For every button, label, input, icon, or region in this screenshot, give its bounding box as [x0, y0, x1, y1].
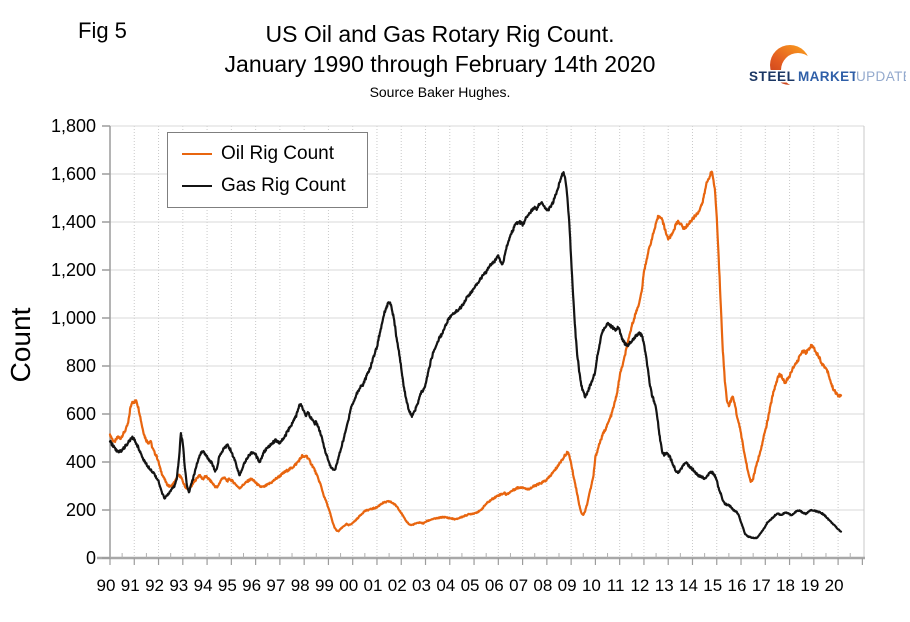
svg-text:03: 03: [412, 576, 431, 595]
legend-item-gas: Gas Rig Count: [182, 175, 367, 197]
legend-item-oil: Oil Rig Count: [182, 143, 367, 165]
smu-logo-update-text: UPDATE: [856, 69, 906, 84]
y-axis-title: Count: [5, 307, 36, 383]
svg-text:97: 97: [266, 576, 285, 595]
svg-text:1,200: 1,200: [51, 260, 96, 280]
svg-text:12: 12: [630, 576, 649, 595]
svg-text:99: 99: [315, 576, 334, 595]
svg-text:15: 15: [703, 576, 722, 595]
svg-text:18: 18: [776, 576, 795, 595]
svg-text:19: 19: [800, 576, 819, 595]
x-axis-tick-labels: 90 91 92 93 94 95 96 97 98 99 00 01 02 03 04 05 06 07 08 09…: [97, 576, 844, 595]
svg-text:96: 96: [242, 576, 261, 595]
horizontal-gridlines: [110, 125, 864, 511]
svg-text:92: 92: [145, 576, 164, 595]
gas-series-line: [108, 171, 843, 540]
svg-text:95: 95: [218, 576, 237, 595]
svg-text:01: 01: [364, 576, 383, 595]
svg-text:600: 600: [66, 404, 96, 424]
svg-text:93: 93: [169, 576, 188, 595]
svg-text:11: 11: [607, 576, 625, 595]
svg-text:00: 00: [339, 576, 358, 595]
svg-text:04: 04: [436, 576, 455, 595]
gas-legend-label: Gas Rig Count: [221, 175, 346, 196]
svg-text:07: 07: [509, 576, 528, 595]
svg-text:91: 91: [121, 576, 140, 595]
svg-text:98: 98: [291, 576, 310, 595]
svg-text:13: 13: [655, 576, 674, 595]
legend: Oil Rig Count Gas Rig Count: [167, 132, 368, 208]
svg-text:1,000: 1,000: [51, 308, 96, 328]
smu-logo-graphic: STEEL MARKET UPDATE: [748, 45, 910, 87]
svg-text:16: 16: [728, 576, 747, 595]
svg-text:800: 800: [66, 356, 96, 376]
svg-text:1,800: 1,800: [51, 116, 96, 136]
smu-crescent-icon: [770, 45, 815, 87]
axes: [97, 126, 865, 560]
steel-market-update-logo: STEEL MARKET UPDATE: [746, 44, 910, 102]
axis-ticks: [102, 125, 863, 565]
svg-text:05: 05: [461, 576, 480, 595]
gas-legend-line-sample: [182, 185, 212, 187]
svg-text:1,400: 1,400: [51, 212, 96, 232]
svg-text:0: 0: [86, 548, 96, 568]
svg-text:1,600: 1,600: [51, 164, 96, 184]
chart-subtitle: January 1990 through February 14th 2020: [224, 51, 656, 77]
chart-title-block: US Oil and Gas Rotary Rig Count. January…: [140, 20, 740, 100]
svg-text:94: 94: [194, 576, 213, 595]
oil-legend-line-sample: [182, 153, 212, 155]
svg-text:200: 200: [66, 500, 96, 520]
svg-text:400: 400: [66, 452, 96, 472]
oil-series-line: [108, 170, 843, 533]
svg-text:02: 02: [388, 576, 407, 595]
smu-logo-market-text: MARKET: [798, 69, 858, 84]
svg-text:08: 08: [533, 576, 552, 595]
svg-text:17: 17: [752, 576, 771, 595]
chart-source: Source Baker Hughes.: [369, 84, 511, 100]
y-axis-tick-labels: 0 200 400 600 800 1,000 1,200 1,400 1,600 1,800: [51, 116, 96, 568]
smu-logo-steel-text: STEEL: [749, 69, 796, 84]
svg-text:09: 09: [558, 576, 577, 595]
svg-text:20: 20: [825, 576, 844, 595]
svg-text:10: 10: [582, 576, 601, 595]
series-lines: [108, 170, 843, 540]
oil-legend-label: Oil Rig Count: [221, 143, 334, 164]
chart-title: US Oil and Gas Rotary Rig Count.: [265, 21, 615, 47]
figure-number: Fig 5: [78, 18, 127, 43]
svg-text:14: 14: [679, 576, 698, 595]
svg-text:06: 06: [485, 576, 504, 595]
svg-text:90: 90: [97, 576, 116, 595]
